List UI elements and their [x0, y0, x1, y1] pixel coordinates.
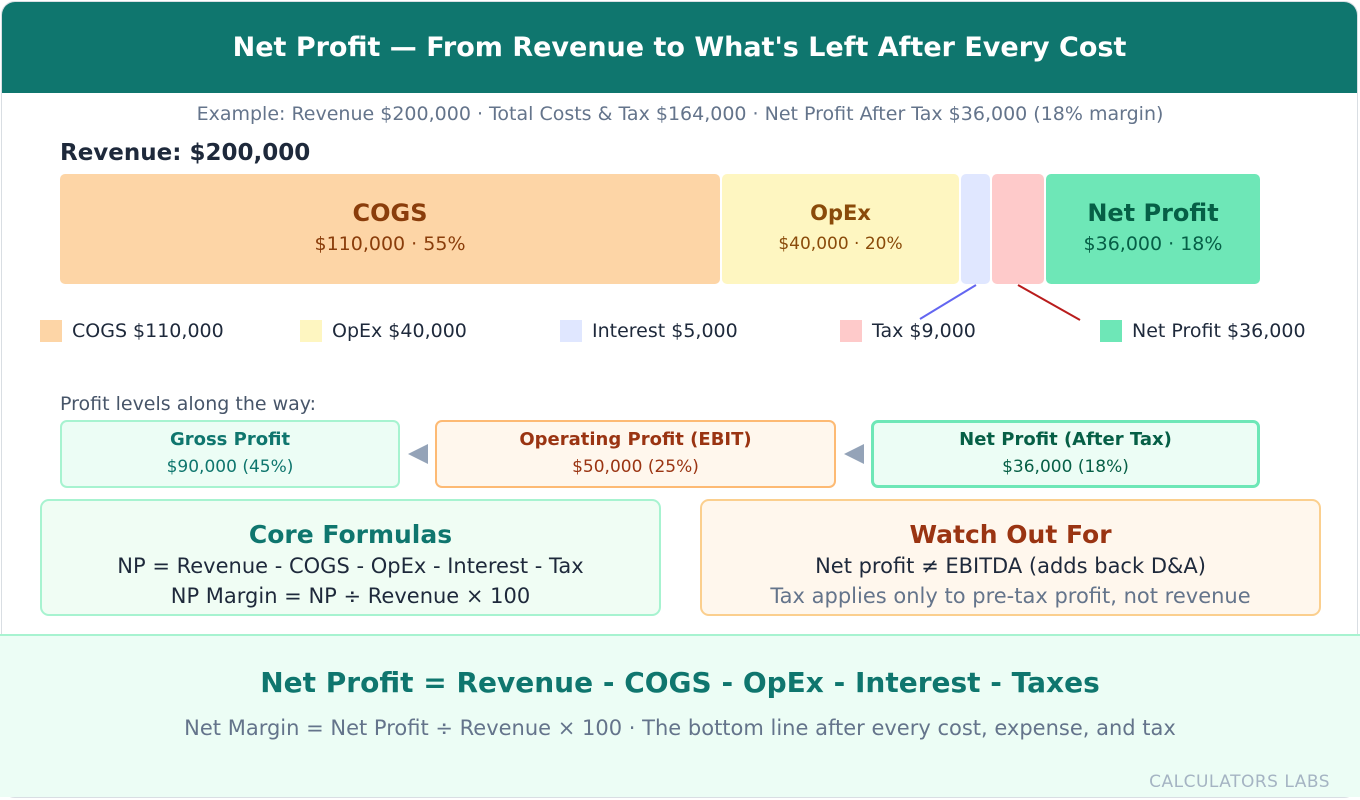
profit-levels-label: Profit levels along the way:: [60, 393, 317, 415]
legend-item-net-profit: Net Profit $36,000: [1100, 319, 1306, 343]
level-value: $36,000 (18%): [1002, 457, 1129, 477]
legend-label: Tax $9,000: [872, 320, 976, 342]
formula-line: NP Margin = NP ÷ Revenue × 100: [170, 584, 531, 608]
legend-label: COGS $110,000: [72, 320, 224, 342]
legend-swatch: [300, 320, 322, 342]
footer-formula: Net Profit = Revenue - COGS - OpEx - Int…: [260, 666, 1100, 699]
bar-segment-cogs: COGS $110,000 · 55%: [60, 174, 720, 284]
legend-swatch: [40, 320, 62, 342]
warning-line: Tax applies only to pre-tax profit, not …: [770, 584, 1251, 608]
segment-name: COGS: [352, 199, 428, 227]
bar-segment-net-profit: Net Profit $36,000 · 18%: [1046, 174, 1260, 284]
level-value: $90,000 (45%): [166, 457, 294, 477]
legend-label: Interest $5,000: [592, 320, 738, 342]
core-formulas-box: Core Formulas NP = Revenue - COGS - OpEx…: [40, 499, 661, 616]
segment-value: $110,000 · 55%: [314, 233, 466, 255]
level-name: Operating Profit (EBIT): [519, 429, 752, 450]
arrow-left-icon: [844, 444, 864, 464]
segment-name: OpEx: [810, 201, 871, 225]
legend-item-cogs: COGS $110,000: [40, 319, 224, 343]
formula-line: NP = Revenue - COGS - OpEx - Interest - …: [117, 554, 584, 578]
bar-segment-interest: [961, 174, 990, 284]
segment-value: $36,000 · 18%: [1083, 233, 1223, 255]
legend-item-tax: Tax $9,000: [840, 319, 976, 343]
arrow-left-icon: [408, 444, 428, 464]
legend-item-interest: Interest $5,000: [560, 319, 738, 343]
warning-line: Net profit ≠ EBITDA (adds back D&A): [815, 554, 1206, 578]
example-subtitle: Example: Revenue $200,000 · Total Costs …: [196, 103, 1164, 125]
legend-label: Net Profit $36,000: [1132, 320, 1306, 342]
header-banner: Net Profit — From Revenue to What's Left…: [2, 2, 1357, 93]
legend-item-opex: OpEx $40,000: [300, 319, 467, 343]
box-title: Watch Out For: [909, 520, 1112, 549]
segment-value: $40,000 · 20%: [778, 234, 903, 254]
brand-watermark: CALCULATORS LABS: [1149, 772, 1330, 792]
revenue-label: Revenue: $200,000: [60, 140, 311, 166]
legend-swatch: [560, 320, 582, 342]
level-value: $50,000 (25%): [572, 457, 699, 477]
footer-summary: Net Profit = Revenue - COGS - OpEx - Int…: [0, 634, 1360, 797]
footer-subtitle: Net Margin = Net Profit ÷ Revenue × 100 …: [184, 716, 1176, 740]
level-name: Gross Profit: [169, 429, 291, 450]
legend-swatch: [840, 320, 862, 342]
box-title: Core Formulas: [248, 520, 453, 549]
legend-label: OpEx $40,000: [332, 320, 467, 342]
bar-segment-opex: OpEx $40,000 · 20%: [722, 174, 959, 284]
level-gross-profit: Gross Profit $90,000 (45%): [60, 420, 400, 488]
watch-out-box: Watch Out For Net profit ≠ EBITDA (adds …: [700, 499, 1321, 616]
bar-segment-tax: [992, 174, 1044, 284]
level-operating-profit: Operating Profit (EBIT) $50,000 (25%): [435, 420, 836, 488]
legend-swatch: [1100, 320, 1122, 342]
level-net-profit: Net Profit (After Tax) $36,000 (18%): [871, 420, 1260, 488]
level-name: Net Profit (After Tax): [959, 429, 1172, 450]
page-title: Net Profit — From Revenue to What's Left…: [232, 32, 1127, 63]
segment-name: Net Profit: [1087, 199, 1219, 227]
